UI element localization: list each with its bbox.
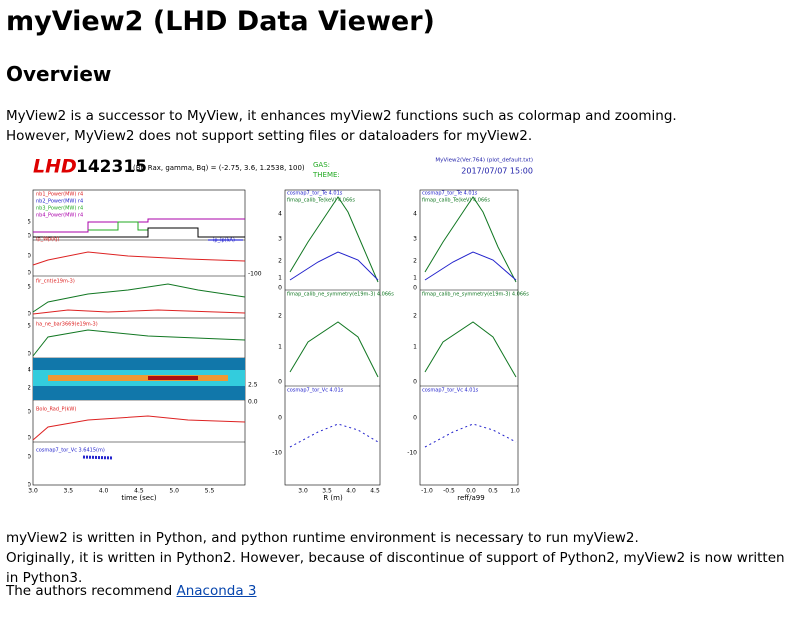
legend: nb3_Power(MW) r4: [36, 206, 83, 212]
y-tick-label: 5: [28, 219, 31, 226]
y-tick-label: 0: [28, 351, 31, 358]
y-tick-label: 2.5: [248, 382, 258, 389]
legend: fimap_calib_ne_symmetry(e19m-3) 4.066s: [422, 292, 529, 298]
traces: [32, 196, 517, 460]
line: MyView2 is a successor to MyView, it enh…: [6, 108, 677, 124]
legend: ha_ne_bar3669(e19m-3): [36, 322, 98, 328]
y-tick-label: 5: [28, 323, 31, 330]
legend: fir_cnt(e19m-3): [36, 279, 75, 285]
x-tick-label: 0.5: [488, 488, 498, 495]
y-tick-label: 2: [28, 385, 31, 392]
y-tick-label: 3: [413, 236, 417, 243]
paragraph: myView2 is written in Python, and python…: [6, 528, 800, 588]
legend: fimap_calib_Te(keV) 4.066s: [422, 198, 490, 204]
colormap-core: [48, 375, 228, 381]
x-label: reff/a99: [457, 494, 484, 502]
y-tick-label: 2: [413, 313, 417, 320]
y-tick-label: 2: [278, 258, 282, 265]
line: However, MyView2 does not support settin…: [6, 128, 533, 144]
y-tick-label: 0: [278, 415, 282, 422]
legend: nb4_Power(MW) r4: [36, 213, 83, 219]
x-label: R (m): [323, 494, 343, 502]
y-tick-label: 5: [28, 284, 31, 291]
legend: cosmap7_tor_Te 4.01s: [287, 191, 343, 197]
legend: cosmap7_tor_Vc 4.01s: [422, 388, 479, 394]
x-tick-label: 4.0: [346, 488, 356, 495]
title: myView2 (LHD Data Viewer): [6, 6, 435, 37]
legend: fimap_calib_ne_symmetry(e19m-3) 4.066s: [287, 292, 394, 298]
y-tick-label: -100: [248, 271, 262, 278]
y-tick-label: 1: [278, 344, 282, 351]
x-tick-label: 4.0: [99, 488, 109, 495]
y-tick-label: -20: [28, 482, 31, 489]
figure-bg: [28, 152, 533, 504]
y-tick-label: 0: [413, 415, 417, 422]
x-tick-label: 5.5: [205, 488, 215, 495]
paragraph: MyView2 is a successor to MyView, it enh…: [6, 106, 677, 146]
y-tick-label: 500: [28, 253, 31, 260]
y-tick-label: 1: [413, 344, 417, 351]
x-tick-label: 4.5: [134, 488, 144, 495]
heading: Overview: [6, 62, 112, 86]
link[interactable]: Anaconda 3: [176, 583, 257, 599]
y-tick-label: 0: [413, 285, 417, 292]
y-tick-label: 0: [28, 311, 31, 318]
legend: cosmap7_tor_Vc 3.6415(m): [36, 448, 105, 454]
text: The authors recommend: [6, 583, 177, 599]
colormap-peak: [148, 376, 198, 380]
y-tick-label: 2: [278, 313, 282, 320]
x-tick-label: 3.0: [298, 488, 308, 495]
y-tick-label: 0: [28, 435, 31, 442]
shot: 142315: [76, 157, 147, 177]
x-label: time (sec): [121, 494, 157, 502]
x-tick-label: 0.0: [466, 488, 476, 495]
y-tick-label: -10: [272, 450, 282, 457]
y-tick-label: -10: [407, 450, 417, 457]
x-tick-label: 3.0: [28, 488, 38, 495]
legend: Bolo_Rad_P(kW): [36, 407, 76, 413]
legend: ip_Wp(kJ): [36, 237, 60, 243]
y-tick-label: 0: [28, 233, 31, 240]
y-tick-label: 0: [413, 379, 417, 386]
y-tick-label: 1: [413, 275, 417, 282]
line: myView2 is written in Python, and python…: [6, 530, 639, 546]
y-tick-label: 0: [278, 379, 282, 386]
legend: fimap_calib_Te(keV) 4.066s: [287, 198, 355, 204]
legend: nb1_Power(MW) r4: [36, 192, 83, 198]
y-tick-label: 4: [413, 211, 417, 218]
theme: THEME:: [312, 171, 340, 179]
paragraph: The authors recommend Anaconda 3: [6, 581, 257, 601]
gas: GAS:: [313, 161, 330, 169]
y-tick-label: 4: [278, 211, 282, 218]
logo: LHD: [33, 156, 77, 178]
line: Originally, it is written in Python2. Ho…: [6, 550, 785, 586]
y-tick-label: 0: [28, 454, 31, 461]
y-tick-label: 4: [28, 367, 31, 374]
x-tick-label: 4.5: [370, 488, 380, 495]
legend: cosmap7_tor_Te 4.01s: [422, 191, 478, 197]
y-tick-label: 3: [278, 236, 282, 243]
params: (Bt, Rax, gamma, Bq) = (-2.75, 3.6, 1.25…: [133, 164, 305, 172]
x-tick-label: 5.0: [169, 488, 179, 495]
y-tick-label: 1: [278, 275, 282, 282]
x-tick-label: 3.5: [64, 488, 74, 495]
legend: cosmap7_tor_Vc 4.01s: [287, 388, 344, 394]
x-tick-label: 3.5: [322, 488, 332, 495]
y-tick-label: 0.0: [248, 399, 258, 406]
x-tick-label: 1.0: [510, 488, 520, 495]
date: 2017/07/07 15:00: [461, 167, 533, 176]
version: MyView2(Ver.764) (plot_default.txt): [435, 158, 533, 164]
legend: nb2_Power(MW) r4: [36, 199, 83, 205]
x-tick-label: -0.5: [443, 488, 455, 495]
y-tick-label: 0: [28, 270, 31, 277]
legend: ip_Ip(kA): [213, 238, 235, 244]
figure: LHD 142315 (Bt, Rax, gamma, Bq) = (-2.75…: [28, 152, 533, 504]
y-tick-label: 2: [413, 258, 417, 265]
x-tick-label: -1.0: [421, 488, 433, 495]
y-tick-label: 0: [278, 285, 282, 292]
